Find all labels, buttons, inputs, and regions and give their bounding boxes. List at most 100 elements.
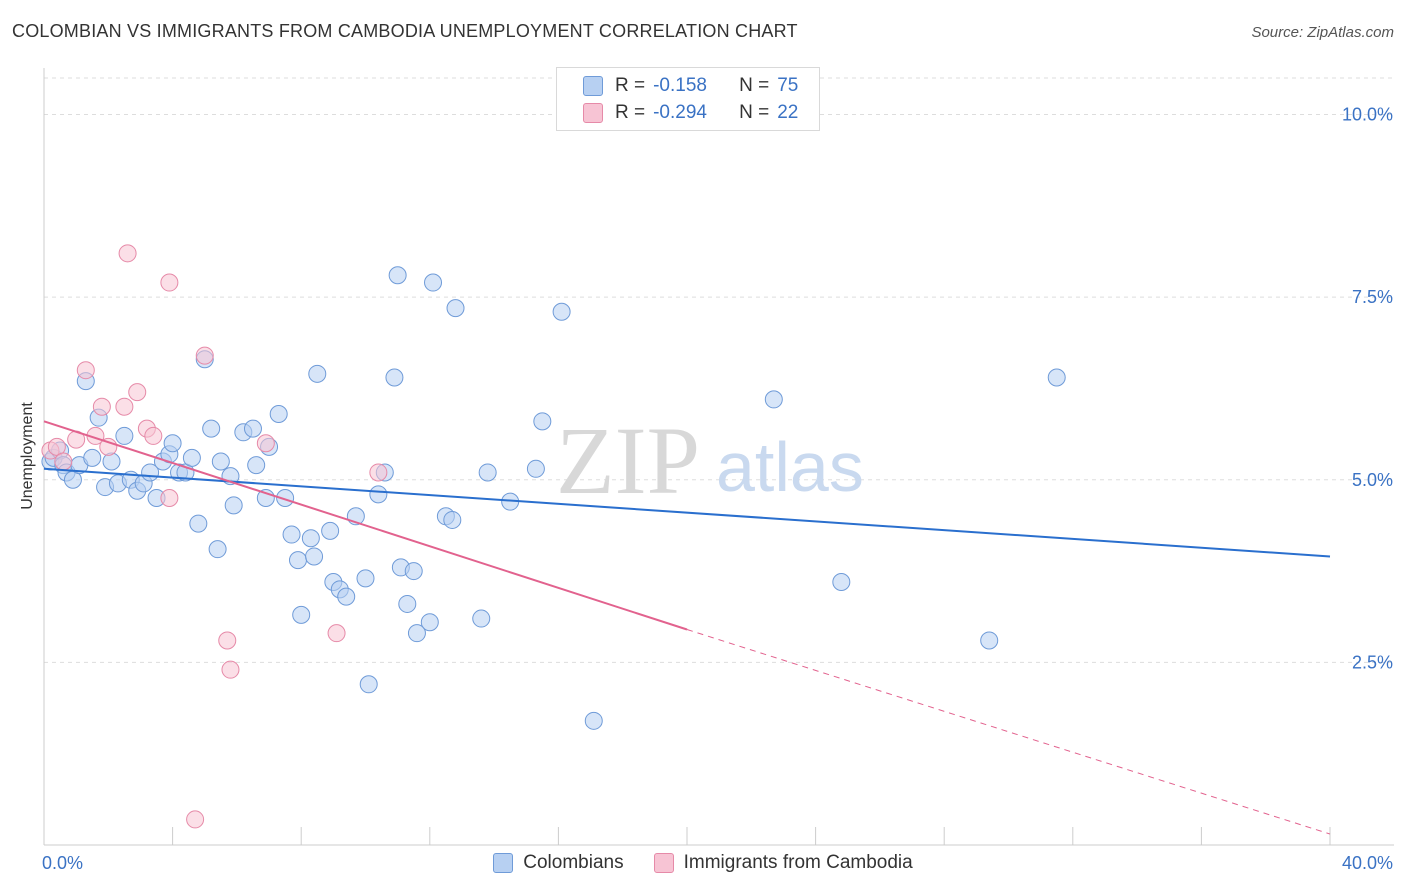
- colombians-point: [764, 390, 783, 409]
- cambodia-trendline-extension: [686, 629, 1331, 835]
- colombians-point: [533, 412, 552, 431]
- cambodia-point: [92, 397, 111, 416]
- colombians-point: [102, 452, 121, 471]
- colombians-point: [980, 631, 999, 650]
- cambodia-point: [160, 489, 179, 508]
- n-label: N =: [739, 75, 770, 96]
- grid-layer: [44, 77, 1394, 663]
- colombians-point: [115, 426, 134, 445]
- colombians-point: [388, 266, 407, 285]
- n-label: N =: [739, 102, 770, 123]
- legend-label-colombians: Colombians: [523, 852, 624, 873]
- watermark-atlas-text: atlas: [716, 428, 864, 506]
- colombians-point: [526, 459, 545, 478]
- r-label: R =: [615, 102, 646, 123]
- cambodia-point: [218, 631, 237, 650]
- stats-legend: R = -0.158 N = 75 R = -0.294 N = 22: [556, 67, 820, 131]
- colombians-point: [292, 605, 311, 624]
- colombians-point: [446, 299, 465, 318]
- colombians-point: [211, 452, 230, 471]
- colombians-point: [369, 485, 388, 504]
- colombians-point: [407, 624, 426, 643]
- colombians-point: [1047, 368, 1066, 387]
- colombians-point: [83, 448, 102, 467]
- colombians-point: [182, 448, 201, 467]
- cambodia-point: [118, 244, 137, 263]
- cambodia-trendline: [43, 420, 688, 631]
- colombians-point: [443, 510, 462, 529]
- colombians-point: [359, 675, 378, 694]
- colombians-point: [420, 613, 439, 632]
- colombians-point: [472, 609, 491, 628]
- colombians-point: [189, 514, 208, 533]
- n-value-colombians: 75: [777, 75, 799, 96]
- tick-labels: 2.5% 5.0% 7.5% 10.0% 0.0% 40.0%: [42, 105, 1393, 873]
- cambodia-point: [327, 624, 346, 643]
- legend-row-colombians: R = -0.158 N = 75: [583, 75, 798, 97]
- cambodia-point: [115, 397, 134, 416]
- colombians-point: [269, 405, 288, 424]
- colombians-point: [276, 489, 295, 508]
- colombians-point: [424, 273, 443, 292]
- legend-item-colombians: Colombians: [493, 852, 624, 874]
- legend-item-cambodia: Immigrants from Cambodia: [653, 852, 913, 874]
- colombians-point: [288, 551, 307, 570]
- colombians-point: [385, 368, 404, 387]
- points-layer: [41, 244, 1066, 829]
- trend-layer: [43, 420, 1331, 835]
- axis-layer: [43, 68, 1394, 846]
- cambodia-point: [195, 346, 214, 365]
- colombians-point: [208, 540, 227, 559]
- watermark: ZIP atlas: [556, 407, 864, 514]
- y-tick-label: 10.0%: [1342, 105, 1393, 125]
- colombians-point: [321, 521, 340, 540]
- n-value-cambodia: 22: [777, 102, 799, 123]
- cambodia-point: [221, 660, 240, 679]
- r-value-cambodia: -0.294: [653, 102, 707, 123]
- colombians-trendline: [43, 467, 1331, 558]
- cambodia-point: [128, 383, 147, 402]
- colombians-point: [404, 562, 423, 581]
- y-tick-label: 7.5%: [1352, 287, 1393, 307]
- colombians-point: [832, 573, 851, 592]
- colombians-point: [224, 496, 243, 515]
- cambodia-point: [76, 361, 95, 380]
- colombians-point: [356, 569, 375, 588]
- cambodia-point: [54, 452, 73, 471]
- cambodia-point: [186, 810, 205, 829]
- cambodia-point: [144, 426, 163, 445]
- colombians-point: [247, 456, 266, 475]
- source-credit: Source: ZipAtlas.com: [1251, 24, 1394, 41]
- series-legend: Colombians Immigrants from Cambodia: [0, 852, 1406, 874]
- x-tick-label: 0.0%: [42, 853, 83, 873]
- watermark-zip-text: ZIP: [556, 407, 700, 514]
- cambodia-swatch-icon: [583, 103, 603, 123]
- colombians-point: [337, 587, 356, 606]
- r-value-colombians: -0.158: [653, 75, 707, 96]
- colombians-point: [282, 525, 301, 544]
- chart-title: COLOMBIAN VS IMMIGRANTS FROM CAMBODIA UN…: [12, 21, 798, 41]
- y-tick-label: 5.0%: [1352, 470, 1393, 490]
- legend-label-cambodia: Immigrants from Cambodia: [683, 852, 913, 873]
- cambodia-point: [256, 434, 275, 453]
- r-label: R =: [615, 75, 646, 96]
- colombians-point: [202, 419, 221, 438]
- colombians-point: [308, 364, 327, 383]
- y-tick-label: 2.5%: [1352, 652, 1393, 672]
- colombians-point: [243, 419, 262, 438]
- colombians-swatch-icon: [583, 76, 603, 96]
- colombians-point: [163, 434, 182, 453]
- legend-row-cambodia: R = -0.294 N = 22: [583, 102, 798, 124]
- colombians-point: [301, 529, 320, 548]
- colombians-point: [552, 302, 571, 321]
- colombians-point: [305, 547, 324, 566]
- cambodia-point: [369, 463, 388, 482]
- colombians-legend-icon: [493, 853, 514, 873]
- cambodia-legend-icon: [653, 853, 674, 873]
- colombians-point: [584, 711, 603, 730]
- colombians-point: [398, 594, 417, 613]
- colombians-point: [478, 463, 497, 482]
- cambodia-point: [160, 273, 179, 292]
- x-tick-label: 40.0%: [1342, 853, 1393, 873]
